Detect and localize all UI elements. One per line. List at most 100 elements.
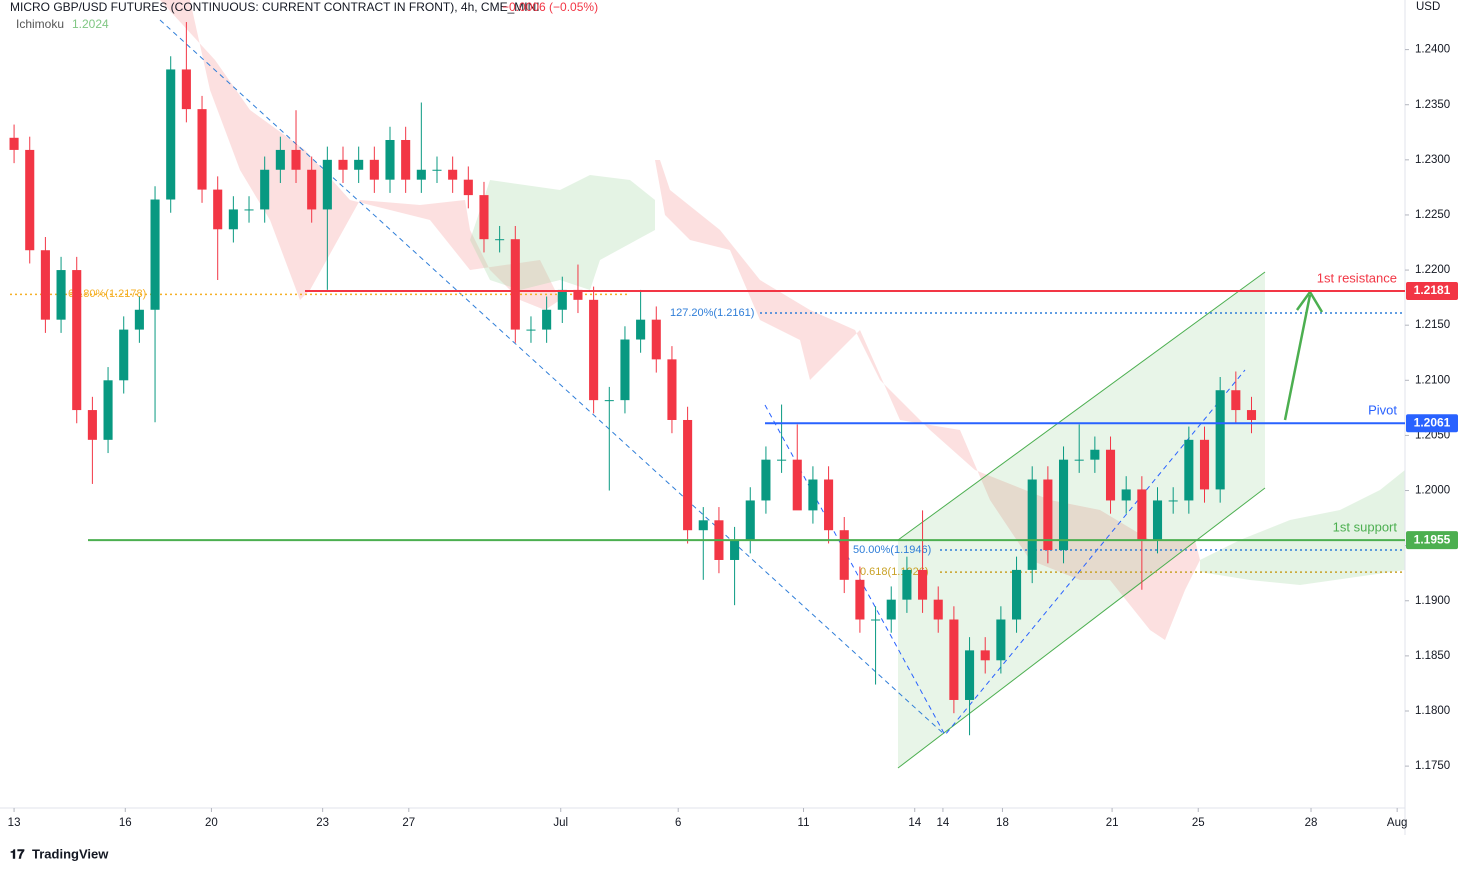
candle-body bbox=[119, 329, 129, 381]
cloud-red bbox=[160, 0, 560, 310]
channel-lower bbox=[897, 487, 1266, 769]
cloud-green bbox=[470, 175, 655, 290]
candle-body bbox=[354, 159, 364, 170]
candle-body bbox=[965, 650, 975, 700]
candle-body bbox=[557, 289, 567, 310]
x-tick-label: 27 bbox=[402, 817, 415, 829]
candle-body bbox=[636, 319, 646, 340]
y-tick-label: 1.1800 bbox=[1415, 705, 1450, 717]
level-tag-label: 1.1955 bbox=[1414, 532, 1451, 546]
x-tick-label: 20 bbox=[205, 817, 218, 829]
candle-body bbox=[667, 359, 677, 420]
candle-body bbox=[1152, 500, 1163, 541]
candle-body bbox=[1121, 489, 1131, 501]
candle-body bbox=[980, 650, 990, 661]
fib-label: 127.20%(1.2161) bbox=[670, 307, 754, 319]
candle-body bbox=[1090, 449, 1100, 460]
candle-body bbox=[1074, 459, 1084, 461]
level-tag-label: 1.2181 bbox=[1414, 283, 1451, 297]
candle-body bbox=[228, 209, 238, 230]
indicator-name: Ichimoku bbox=[16, 17, 64, 31]
candle-body bbox=[385, 139, 395, 180]
x-tick-label: 25 bbox=[1192, 817, 1205, 829]
candle-body bbox=[1027, 479, 1037, 570]
candle-body bbox=[1137, 489, 1147, 541]
x-tick-label: 14 bbox=[937, 817, 950, 829]
level-name: Pivot bbox=[1368, 403, 1397, 418]
brand-logo: 𝟏𝟕 bbox=[10, 846, 25, 861]
fib-label: 50.00%(1.1946) bbox=[853, 544, 931, 556]
candle-body bbox=[56, 270, 66, 320]
y-tick-label: 1.2350 bbox=[1415, 99, 1450, 111]
candle-body bbox=[698, 520, 708, 531]
candle-body bbox=[1043, 479, 1053, 551]
candle-body bbox=[792, 459, 802, 511]
candle-body bbox=[25, 149, 35, 251]
x-tick-label: 28 bbox=[1305, 817, 1318, 829]
y-tick-label: 1.2200 bbox=[1415, 264, 1450, 276]
candle-body bbox=[1058, 459, 1069, 551]
candle-body bbox=[479, 195, 489, 240]
y-tick-label: 1.2250 bbox=[1415, 209, 1450, 221]
candle-body bbox=[1168, 500, 1178, 502]
candle-body bbox=[260, 169, 270, 210]
candle-body bbox=[416, 169, 426, 180]
x-tick-label: 11 bbox=[798, 817, 810, 829]
candle-body bbox=[745, 500, 755, 541]
candle-body bbox=[730, 540, 740, 560]
candle-body bbox=[871, 619, 881, 621]
y-tick-label: 1.2400 bbox=[1415, 44, 1450, 56]
candle-body bbox=[197, 109, 207, 190]
candle-body bbox=[510, 239, 520, 330]
candle-body bbox=[1184, 439, 1194, 501]
candle-body bbox=[9, 137, 19, 150]
brand: TradingView bbox=[32, 846, 109, 861]
indicator-value: 1.2024 bbox=[72, 17, 109, 31]
trend-line bbox=[159, 19, 946, 736]
candle-body bbox=[902, 569, 912, 600]
channel-fill bbox=[898, 272, 1265, 768]
y-tick-label: 1.2050 bbox=[1415, 429, 1450, 441]
currency: USD bbox=[1416, 1, 1440, 13]
candle-body bbox=[495, 239, 505, 241]
candle-body bbox=[526, 329, 536, 331]
candle-body bbox=[855, 579, 865, 620]
change: −0.0006 (−0.05%) bbox=[502, 0, 598, 14]
candle-body bbox=[918, 569, 928, 600]
x-tick-label: Jul bbox=[553, 817, 568, 829]
candle-body bbox=[213, 189, 223, 230]
candle-body bbox=[1105, 449, 1116, 501]
y-tick-label: 1.1850 bbox=[1415, 650, 1450, 662]
x-tick-label: 6 bbox=[675, 817, 681, 829]
candle-body bbox=[322, 159, 332, 210]
cloud-green bbox=[1200, 470, 1405, 585]
y-tick-label: 1.2000 bbox=[1415, 485, 1450, 497]
y-tick-label: 1.2300 bbox=[1415, 154, 1450, 166]
channel-upper bbox=[897, 271, 1266, 541]
candle-body bbox=[761, 459, 771, 501]
candle-body bbox=[808, 479, 818, 511]
candle-body bbox=[651, 319, 661, 360]
x-tick-label: 23 bbox=[316, 817, 329, 829]
candle-body bbox=[839, 530, 849, 580]
candle-body bbox=[72, 270, 82, 411]
candle-body bbox=[40, 250, 50, 320]
candle-body bbox=[949, 619, 959, 700]
candle-body bbox=[573, 289, 583, 300]
x-tick-label: 14 bbox=[908, 817, 921, 829]
candle-body bbox=[181, 69, 191, 110]
candle-body bbox=[933, 599, 943, 620]
level-tag bbox=[1406, 531, 1458, 550]
candle-body bbox=[87, 410, 97, 440]
chart-title: MICRO GBP/USD FUTURES (CONTINUOUS: CURRE… bbox=[10, 0, 540, 14]
x-tick-label: 21 bbox=[1106, 817, 1119, 829]
candle-body bbox=[1215, 390, 1225, 490]
candle-body bbox=[103, 380, 113, 440]
candle-body bbox=[1199, 439, 1210, 490]
candle-body bbox=[166, 69, 176, 200]
candle-body bbox=[275, 149, 285, 170]
fib-label: 61.80%(1.2178) bbox=[68, 288, 146, 300]
candle-body bbox=[604, 400, 614, 402]
y-tick-label: 1.1900 bbox=[1415, 595, 1450, 607]
